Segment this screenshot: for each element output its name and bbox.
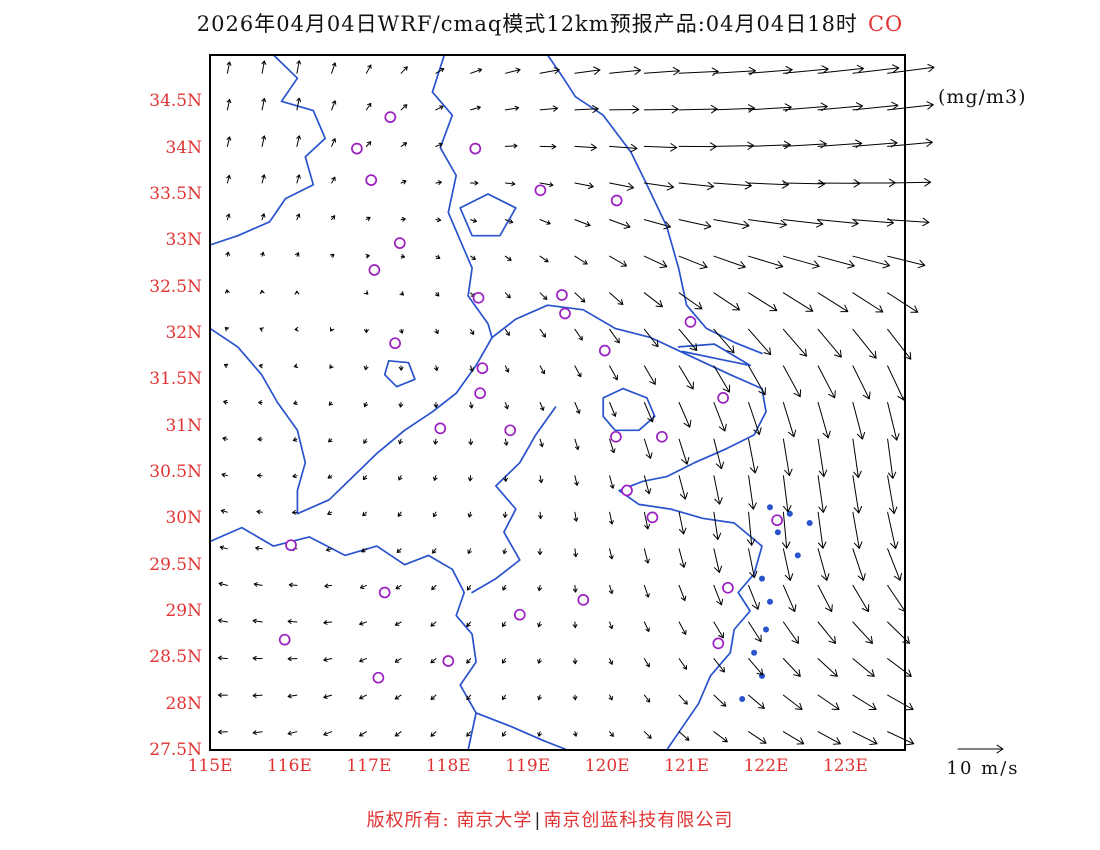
station-marker	[722, 581, 734, 594]
wind-legend-label: 10 m/s	[946, 758, 1020, 779]
station-marker	[351, 142, 363, 155]
lon-label: 117E	[346, 756, 392, 776]
lon-label: 119E	[505, 756, 551, 776]
lat-label: 32N	[165, 323, 202, 343]
lat-label: 31N	[165, 415, 202, 436]
copyright-prefix: 版权所有: 南京大学	[366, 810, 533, 831]
station-marker	[474, 387, 486, 400]
lat-label: 30N	[165, 508, 202, 529]
station-marker	[610, 430, 622, 443]
station-marker	[598, 344, 611, 357]
copyright-suffix: 南京创蓝科技有限公司	[543, 810, 734, 831]
station-marker	[372, 671, 385, 684]
station-marker	[384, 111, 397, 123]
lat-label: 29N	[165, 601, 202, 621]
lat-label: 30.5N	[149, 462, 202, 482]
lon-label: 120E	[584, 756, 630, 776]
station-marker	[684, 316, 697, 328]
lat-label: 29.5N	[149, 554, 202, 575]
station-marker	[656, 430, 668, 443]
station-marker	[577, 594, 590, 606]
station-marker	[556, 289, 568, 301]
lat-label: 28.5N	[149, 647, 202, 668]
lat-label: 28N	[165, 693, 202, 714]
station-marker	[771, 514, 783, 527]
lon-label: 118E	[425, 756, 471, 776]
title-species: CO	[867, 12, 904, 36]
station-marker	[476, 362, 489, 375]
lat-label: 34N	[165, 137, 202, 158]
copyright-divider: |	[534, 810, 542, 831]
station-marker	[442, 655, 455, 667]
lon-label: 123E	[822, 756, 868, 776]
station-marker	[469, 142, 482, 155]
station-marker	[278, 633, 291, 646]
lat-label: 33N	[165, 230, 202, 251]
lat-label: 32.5N	[149, 276, 202, 297]
lon-label: 122E	[743, 756, 789, 776]
lat-label: 27.5N	[149, 740, 202, 760]
station-marker	[717, 392, 729, 404]
station-marker	[559, 307, 571, 320]
station-marker	[393, 237, 406, 249]
lat-label: 33.5N	[149, 184, 202, 204]
lat-label: 34.5N	[149, 91, 202, 112]
station-marker	[610, 194, 623, 207]
map-border	[209, 54, 906, 751]
station-marker	[712, 637, 725, 650]
station-marker	[504, 424, 517, 437]
station-marker	[534, 184, 547, 197]
station-marker	[513, 608, 526, 621]
station-marker	[365, 174, 378, 186]
units-label: (mg/m3)	[938, 86, 1027, 108]
station-marker	[434, 422, 447, 435]
lon-label: 121E	[664, 756, 709, 776]
station-marker	[646, 511, 659, 524]
page-title: 2026年04月04日WRF/cmaq模式12km预报产品:04月04日18时 C…	[0, 8, 1100, 38]
lon-label: 115E	[187, 756, 233, 776]
title-main: 2026年04月04日WRF/cmaq模式12km预报产品:04月04日18时	[196, 12, 858, 36]
station-marker	[378, 586, 391, 599]
lon-label: 116E	[266, 756, 312, 776]
lat-label: 31.5N	[149, 369, 202, 390]
station-marker	[621, 484, 633, 497]
wind-vectors	[217, 60, 1004, 754]
station-marker	[472, 291, 485, 304]
copyright-text: 版权所有: 南京大学 | 南京创蓝科技有限公司	[0, 806, 1100, 832]
station-marker	[368, 264, 381, 276]
station-marker	[389, 337, 401, 350]
station-markers	[278, 111, 783, 684]
station-marker	[285, 539, 297, 552]
